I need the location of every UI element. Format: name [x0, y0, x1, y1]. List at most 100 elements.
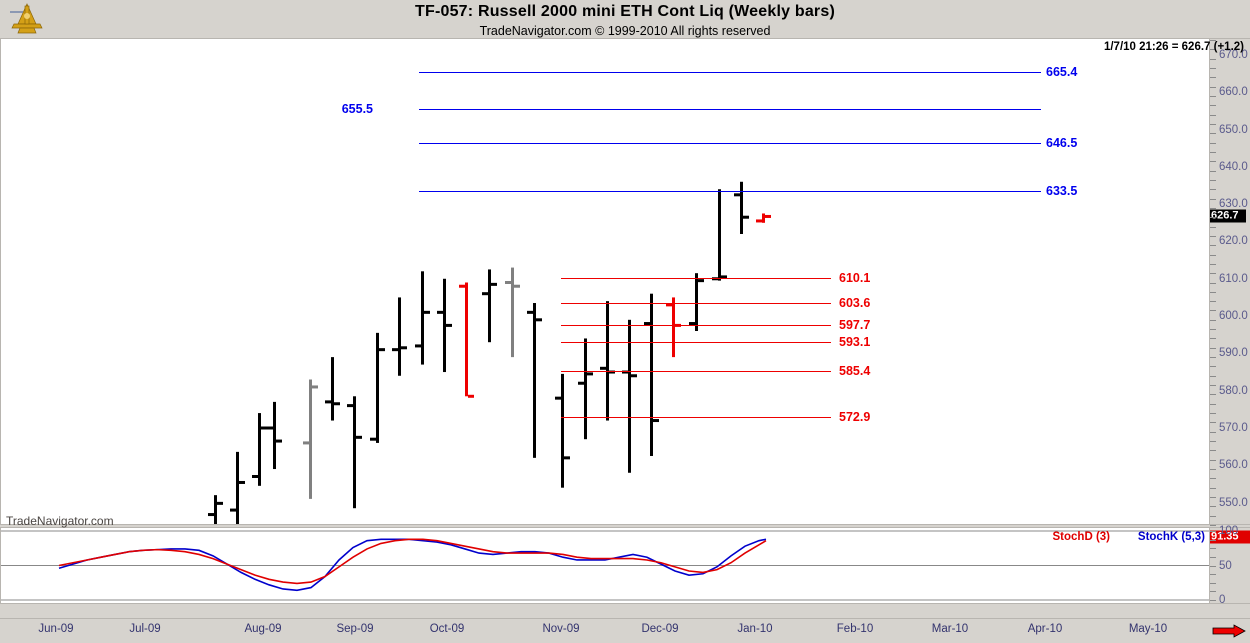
ohlc-bar[interactable] — [578, 338, 593, 440]
price-axis-tick — [1210, 310, 1216, 312]
price-axis-tick — [1210, 385, 1216, 387]
ohlc-bar[interactable] — [622, 319, 637, 473]
time-axis[interactable]: Jun-09 Jul-09 Aug-09 Sep-09 Oct-09 Nov-09 Dec-… — [0, 604, 1250, 643]
price-axis-tick — [1210, 77, 1216, 79]
price-axis-tick — [1210, 49, 1216, 51]
price-axis-tick — [1210, 525, 1216, 526]
ohlc-bar[interactable] — [666, 297, 681, 358]
price-level-line[interactable] — [419, 72, 1041, 74]
price-axis-label: 590.0 — [1219, 347, 1248, 360]
ohlc-bar[interactable] — [459, 282, 474, 398]
time-axis-label[interactable]: Feb-10 — [836, 623, 874, 635]
price-axis-label: 570.0 — [1219, 422, 1248, 434]
time-axis-label[interactable]: Nov-09 — [542, 623, 580, 635]
legend-stochk[interactable]: StochK (5,3) — [1137, 531, 1205, 543]
price-level-line[interactable] — [561, 417, 831, 419]
stochastic-pane[interactable] — [0, 527, 1210, 604]
price-axis[interactable]: 626.7 670.0 660.0 650.0 640.0 630.0 620.0 610.… — [1210, 38, 1250, 526]
price-axis-tick — [1210, 151, 1216, 153]
stochastic-lines-layer — [1, 530, 1209, 601]
ohlc-bar[interactable] — [415, 271, 430, 365]
ohlc-bar[interactable] — [555, 373, 570, 488]
price-chart-pane[interactable]: 665.4 655.5 646.5 633.5 610.1 603.6 597.7 593.1… — [0, 38, 1210, 525]
price-axis-label: 600.0 — [1219, 310, 1248, 323]
price-axis-tick — [1210, 459, 1216, 461]
ohlc-bar[interactable] — [392, 297, 407, 376]
ohlc-bar[interactable] — [347, 396, 362, 509]
price-level-line[interactable] — [561, 278, 831, 280]
price-axis-tick — [1210, 450, 1216, 452]
stochastic-axis-tick — [1210, 539, 1216, 541]
stochastic-axis-tick — [1210, 548, 1216, 550]
legend-stochd[interactable]: StochD (3) — [1052, 531, 1111, 543]
price-axis-label: 620.0 — [1219, 235, 1248, 248]
ohlc-bar[interactable] — [208, 495, 223, 524]
price-axis-tick — [1210, 58, 1216, 60]
price-axis-tick — [1210, 506, 1216, 508]
price-level-line[interactable] — [561, 370, 831, 372]
price-level-label: 610.1 — [839, 271, 871, 286]
price-axis-label: 640.0 — [1219, 160, 1248, 173]
price-level-label: 585.4 — [839, 363, 871, 378]
stochastic-axis[interactable]: 91.35 100 50 0 — [1210, 525, 1250, 606]
price-axis-tick — [1210, 338, 1216, 340]
price-axis-tick — [1210, 357, 1216, 359]
price-axis-tick — [1210, 67, 1216, 69]
quote-readout: 1/7/10 21:26 = 626.7 (+1.2) — [1103, 41, 1244, 53]
price-level-line[interactable] — [419, 142, 1041, 144]
price-axis-tick — [1210, 235, 1216, 237]
watermark-label: TradeNavigator.com — [6, 514, 114, 528]
stochastic-line[interactable] — [58, 538, 767, 585]
ohlc-bar[interactable] — [252, 413, 267, 486]
price-level-line[interactable] — [561, 324, 831, 326]
ohlc-bar[interactable] — [370, 332, 385, 443]
price-axis-tick — [1210, 497, 1216, 499]
ohlc-bar[interactable] — [734, 181, 749, 234]
time-axis-label[interactable]: Apr-10 — [1027, 623, 1063, 635]
ohlc-bar[interactable] — [303, 379, 318, 499]
ohlc-bar[interactable] — [325, 357, 340, 421]
price-axis-tick — [1210, 413, 1216, 415]
price-axis-tick — [1210, 226, 1216, 228]
price-level-line[interactable] — [561, 302, 831, 304]
price-level-line[interactable] — [419, 109, 1041, 111]
price-axis-tick — [1210, 319, 1216, 321]
time-axis-label[interactable]: May-10 — [1128, 623, 1168, 635]
price-axis-tick — [1210, 161, 1216, 163]
ohlc-bar[interactable] — [527, 303, 542, 458]
time-axis-label[interactable]: Sep-09 — [336, 623, 374, 635]
ohlc-bar[interactable] — [437, 278, 452, 373]
stochastic-axis-tick — [1210, 565, 1216, 567]
price-axis-tick — [1210, 366, 1216, 368]
price-level-label: 603.6 — [839, 295, 871, 310]
time-axis-label[interactable]: Jun-09 — [38, 623, 74, 635]
price-level-label: 597.7 — [839, 317, 871, 332]
time-axis-label[interactable]: Jul-09 — [129, 623, 161, 635]
ohlc-bar[interactable] — [644, 293, 659, 456]
time-axis-label[interactable]: Jan-10 — [737, 623, 773, 635]
price-axis-tick — [1210, 245, 1216, 247]
price-axis-tick — [1210, 441, 1216, 443]
ohlc-bar[interactable] — [267, 401, 282, 470]
time-axis-label[interactable]: Aug-09 — [244, 623, 282, 635]
price-axis-tick — [1210, 95, 1216, 97]
ohlc-bar[interactable] — [756, 213, 771, 223]
ohlc-bar[interactable] — [482, 269, 497, 343]
ohlc-bar[interactable] — [600, 301, 615, 421]
price-axis-label: 580.0 — [1219, 384, 1248, 397]
price-level-label: 572.9 — [839, 410, 871, 425]
time-axis-label[interactable]: Oct-09 — [429, 623, 465, 635]
stochastic-line[interactable] — [58, 538, 767, 592]
ohlc-bar[interactable] — [505, 267, 520, 358]
ohlc-bar[interactable] — [230, 451, 245, 524]
price-level-line[interactable] — [419, 191, 1041, 193]
price-level-line[interactable] — [561, 341, 831, 343]
time-axis-label[interactable]: Dec-09 — [641, 623, 679, 635]
time-axis-label[interactable]: Mar-10 — [931, 623, 969, 635]
red-right-arrow-icon[interactable] — [1212, 624, 1246, 638]
ohlc-bar[interactable] — [712, 189, 727, 281]
price-axis-tick — [1210, 254, 1216, 256]
ohlc-bar[interactable] — [689, 273, 704, 331]
price-axis-label: 650.0 — [1219, 123, 1248, 136]
